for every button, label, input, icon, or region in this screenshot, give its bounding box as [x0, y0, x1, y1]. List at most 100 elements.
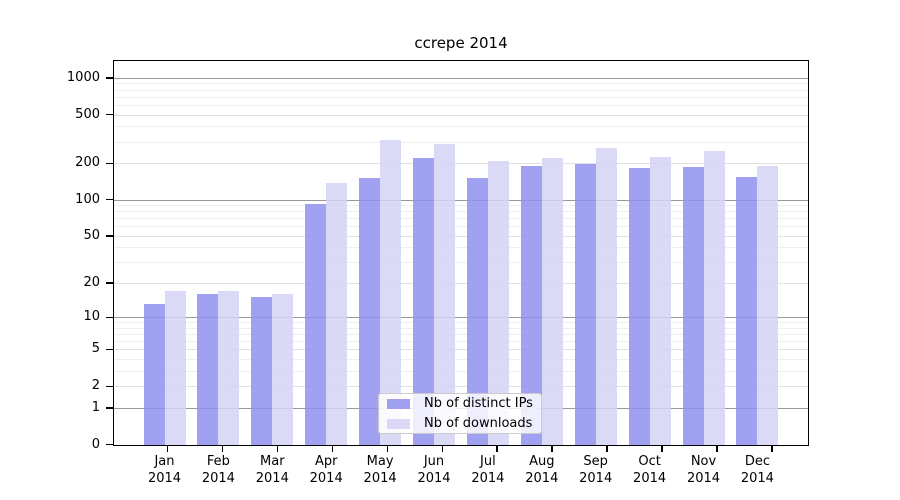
- x-tick-mark: [771, 446, 773, 452]
- bar-downloads: [487, 161, 509, 445]
- x-tick-mark: [276, 446, 279, 452]
- gridline-decade: [114, 199, 808, 201]
- y-tick-mark: [106, 407, 113, 409]
- legend-label-distinct-ips: Nb of distinct IPs: [424, 396, 533, 411]
- bar-distinct-ips: [574, 163, 596, 445]
- gridline-minor: [114, 334, 808, 336]
- bar-downloads: [326, 182, 348, 445]
- bar-distinct-ips: [736, 176, 758, 445]
- x-tick-label: May 2014: [363, 454, 397, 486]
- x-tick-label: Nov 2014: [686, 454, 721, 486]
- gridline-major: [114, 349, 808, 351]
- x-tick-label: Dec 2014: [740, 454, 774, 486]
- y-tick-mark: [106, 316, 113, 319]
- bar-distinct-ips: [143, 304, 165, 445]
- x-tick-label: Jun 2014: [417, 454, 451, 486]
- x-tick-mark: [716, 446, 718, 452]
- x-tick-label: Mar 2014: [255, 454, 289, 486]
- gridline-minor: [114, 218, 808, 220]
- y-tick-mark: [106, 444, 113, 446]
- gridline-minor: [114, 141, 808, 143]
- legend-swatch-downloads-icon: [387, 418, 410, 429]
- plot-area: [113, 60, 809, 446]
- bar-downloads: [380, 140, 402, 445]
- bar-distinct-ips: [251, 297, 273, 445]
- y-tick-label: 200: [75, 155, 100, 171]
- y-tick-mark: [106, 199, 113, 201]
- gridline-minor: [114, 226, 808, 228]
- y-tick-label: 5: [91, 341, 100, 357]
- x-tick-mark: [606, 446, 608, 452]
- gridline-minor: [114, 341, 808, 343]
- gridline-major: [114, 282, 808, 284]
- x-tick-mark: [551, 446, 553, 452]
- y-tick-label: 1000: [66, 69, 100, 85]
- gridline-decade: [114, 317, 808, 319]
- x-tick-mark: [661, 446, 663, 452]
- bar-distinct-ips: [359, 177, 381, 445]
- x-tick-label: Aug 2014: [525, 454, 559, 486]
- gridline-minor: [114, 104, 808, 106]
- bar-downloads: [272, 294, 294, 445]
- gridline-major: [114, 386, 808, 388]
- x-tick-label: Jul 2014: [471, 454, 505, 486]
- y-tick-mark: [106, 162, 113, 164]
- gridline-minor: [114, 96, 808, 98]
- chart-title: ccrepe 2014: [414, 34, 508, 52]
- gridline-minor: [114, 322, 808, 324]
- x-tick-label: Jan 2014: [147, 454, 182, 486]
- gridline-minor: [114, 262, 808, 264]
- gridline-minor: [114, 247, 808, 249]
- y-tick-label: 0: [91, 436, 100, 452]
- bar-downloads: [218, 291, 240, 445]
- bar-downloads: [434, 143, 455, 445]
- y-tick-label: 20: [83, 274, 100, 290]
- bar-downloads: [541, 158, 563, 445]
- gridline-major: [114, 163, 808, 165]
- bar-distinct-ips: [305, 203, 327, 445]
- legend-swatch-distinct-ips-icon: [387, 398, 410, 409]
- y-tick-label: 500: [75, 106, 100, 122]
- y-tick-mark: [106, 77, 113, 79]
- x-tick-label: Apr 2014: [309, 454, 343, 486]
- x-tick-mark: [496, 446, 498, 452]
- bar-downloads: [649, 156, 671, 445]
- bar-distinct-ips: [197, 294, 219, 445]
- bar-downloads: [595, 147, 617, 445]
- bar-downloads: [164, 291, 186, 445]
- bar-distinct-ips: [628, 168, 650, 445]
- y-tick-label: 2: [91, 378, 100, 394]
- bar-distinct-ips: [466, 177, 488, 445]
- y-tick-label: 50: [83, 227, 100, 243]
- gridline-minor: [114, 211, 808, 213]
- x-tick-label: Oct 2014: [633, 454, 667, 486]
- legend-item-distinct-ips: Nb of distinct IPs: [387, 396, 533, 411]
- y-tick-mark: [106, 385, 113, 388]
- gridline-minor: [114, 359, 808, 361]
- legend-item-downloads: Nb of downloads: [387, 416, 533, 431]
- gridline-minor: [114, 327, 808, 329]
- y-tick-mark: [106, 235, 113, 237]
- y-tick-label: 100: [75, 191, 100, 207]
- legend-label-downloads: Nb of downloads: [424, 416, 533, 431]
- y-tick-label: 10: [83, 309, 100, 325]
- gridline-minor: [114, 126, 808, 128]
- x-tick-mark: [386, 446, 388, 452]
- bar-downloads: [757, 165, 779, 445]
- x-tick-mark: [331, 446, 333, 452]
- x-tick-mark: [441, 446, 443, 452]
- gridline-decade: [114, 77, 808, 79]
- bar-distinct-ips: [520, 166, 542, 445]
- legend: Nb of distinct IPs Nb of downloads: [378, 393, 542, 434]
- gridline-minor: [114, 83, 808, 85]
- x-tick-mark: [221, 446, 224, 452]
- y-tick-label: 1: [91, 399, 100, 415]
- gridline-minor: [114, 205, 808, 207]
- gridline-minor: [114, 370, 808, 372]
- y-tick-mark: [106, 114, 113, 116]
- x-tick-label: Sep 2014: [579, 454, 613, 486]
- gridline-major: [114, 235, 808, 237]
- gridline-minor: [114, 89, 808, 91]
- y-tick-mark: [106, 282, 113, 284]
